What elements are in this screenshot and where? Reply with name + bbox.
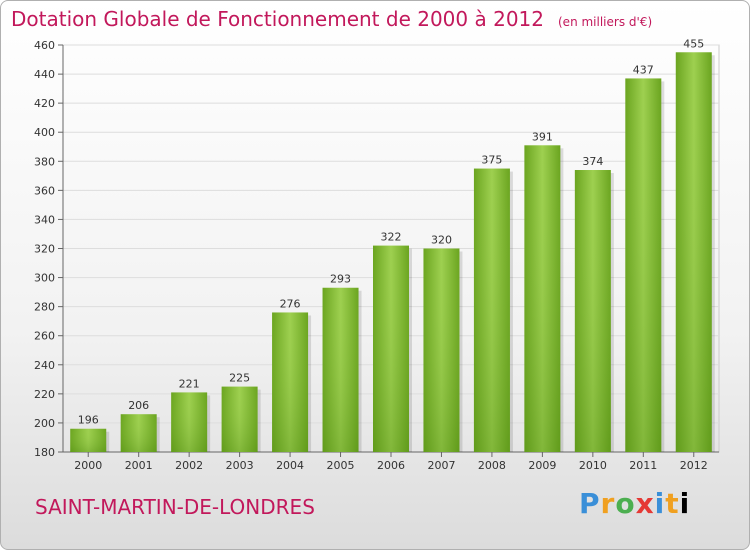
bar-shade xyxy=(625,78,662,453)
y-tick-label: 300 xyxy=(34,272,55,285)
bar-value-label: 437 xyxy=(633,63,654,76)
proxiti-logo[interactable]: Proxiti xyxy=(579,487,690,520)
logo-letter: P xyxy=(579,487,601,520)
x-tick-label: 2012 xyxy=(680,459,708,472)
y-tick-label: 280 xyxy=(34,301,55,314)
y-tick-label: 360 xyxy=(34,184,55,197)
x-axis: 2000 2001 2002 2003 2004 2005 2006 2007 2008 2009… xyxy=(74,452,708,472)
bar-shade xyxy=(171,392,208,452)
logo-letter: o xyxy=(615,487,636,520)
y-tick-label: 260 xyxy=(34,330,55,343)
logo-letter: i xyxy=(679,487,691,520)
bar-shade xyxy=(574,170,611,452)
bar-shade xyxy=(221,386,258,452)
bar-value-label: 293 xyxy=(330,273,351,286)
y-tick-label: 220 xyxy=(34,388,55,401)
x-tick-label: 2011 xyxy=(629,459,657,472)
bar-value-label: 391 xyxy=(532,130,553,143)
logo-letter: i xyxy=(654,487,666,520)
y-tick-label: 420 xyxy=(34,97,55,110)
bar-value-label: 374 xyxy=(582,155,603,168)
bar-value-label: 322 xyxy=(381,231,402,244)
y-tick-label: 240 xyxy=(34,359,55,372)
bar-shade xyxy=(473,168,510,452)
bar-shade xyxy=(120,414,157,452)
y-tick-label: 460 xyxy=(34,39,55,52)
bar-value-label: 225 xyxy=(229,372,250,385)
bar-value-label: 196 xyxy=(78,414,99,427)
x-tick-label: 2004 xyxy=(276,459,304,472)
logo-letter: r xyxy=(600,487,616,520)
x-tick-label: 2009 xyxy=(528,459,556,472)
bar-shade xyxy=(423,248,460,452)
chart-unit: (en milliers d'€) xyxy=(558,15,653,29)
bar-value-label: 320 xyxy=(431,234,452,247)
bar-value-label: 276 xyxy=(280,297,301,310)
bar-shade xyxy=(322,287,359,452)
bar-shade xyxy=(70,428,107,452)
bar-value-label: 206 xyxy=(128,399,149,412)
x-tick-label: 2006 xyxy=(377,459,405,472)
y-axis: 180 200 220 240 260 280 300 320 340 360 380 400 420 4… xyxy=(34,39,719,459)
x-tick-label: 2010 xyxy=(579,459,607,472)
y-tick-label: 340 xyxy=(34,213,55,226)
x-tick-label: 2008 xyxy=(478,459,506,472)
commune-name: SAINT-MARTIN-DE-LONDRES xyxy=(35,495,315,519)
y-tick-label: 320 xyxy=(34,243,55,256)
bar-shade xyxy=(272,312,309,452)
y-tick-label: 200 xyxy=(34,417,55,430)
x-tick-label: 2003 xyxy=(226,459,254,472)
x-tick-label: 2007 xyxy=(427,459,455,472)
bar-shade xyxy=(524,145,561,452)
bar-shade xyxy=(373,245,409,452)
x-tick-label: 2002 xyxy=(175,459,203,472)
bar-value-label: 455 xyxy=(683,37,704,50)
y-tick-label: 380 xyxy=(34,155,55,168)
x-tick-label: 2000 xyxy=(74,459,102,472)
bars: 196 206 221 225 276 293 322 320 375 391 374 437 455 xyxy=(70,37,715,453)
y-tick-label: 400 xyxy=(34,126,55,139)
bar-shade xyxy=(675,52,712,453)
bar-value-label: 221 xyxy=(179,377,200,390)
y-tick-label: 440 xyxy=(34,68,55,81)
chart-title: Dotation Globale de Fonctionnement de 20… xyxy=(11,7,652,31)
logo-letter: x xyxy=(635,487,655,520)
chart-title-text: Dotation Globale de Fonctionnement de 20… xyxy=(11,7,544,31)
x-tick-label: 2001 xyxy=(125,459,153,472)
x-tick-label: 2005 xyxy=(327,459,355,472)
logo-letter: t xyxy=(665,487,680,520)
y-tick-label: 180 xyxy=(34,446,55,459)
bar-value-label: 375 xyxy=(481,154,502,167)
